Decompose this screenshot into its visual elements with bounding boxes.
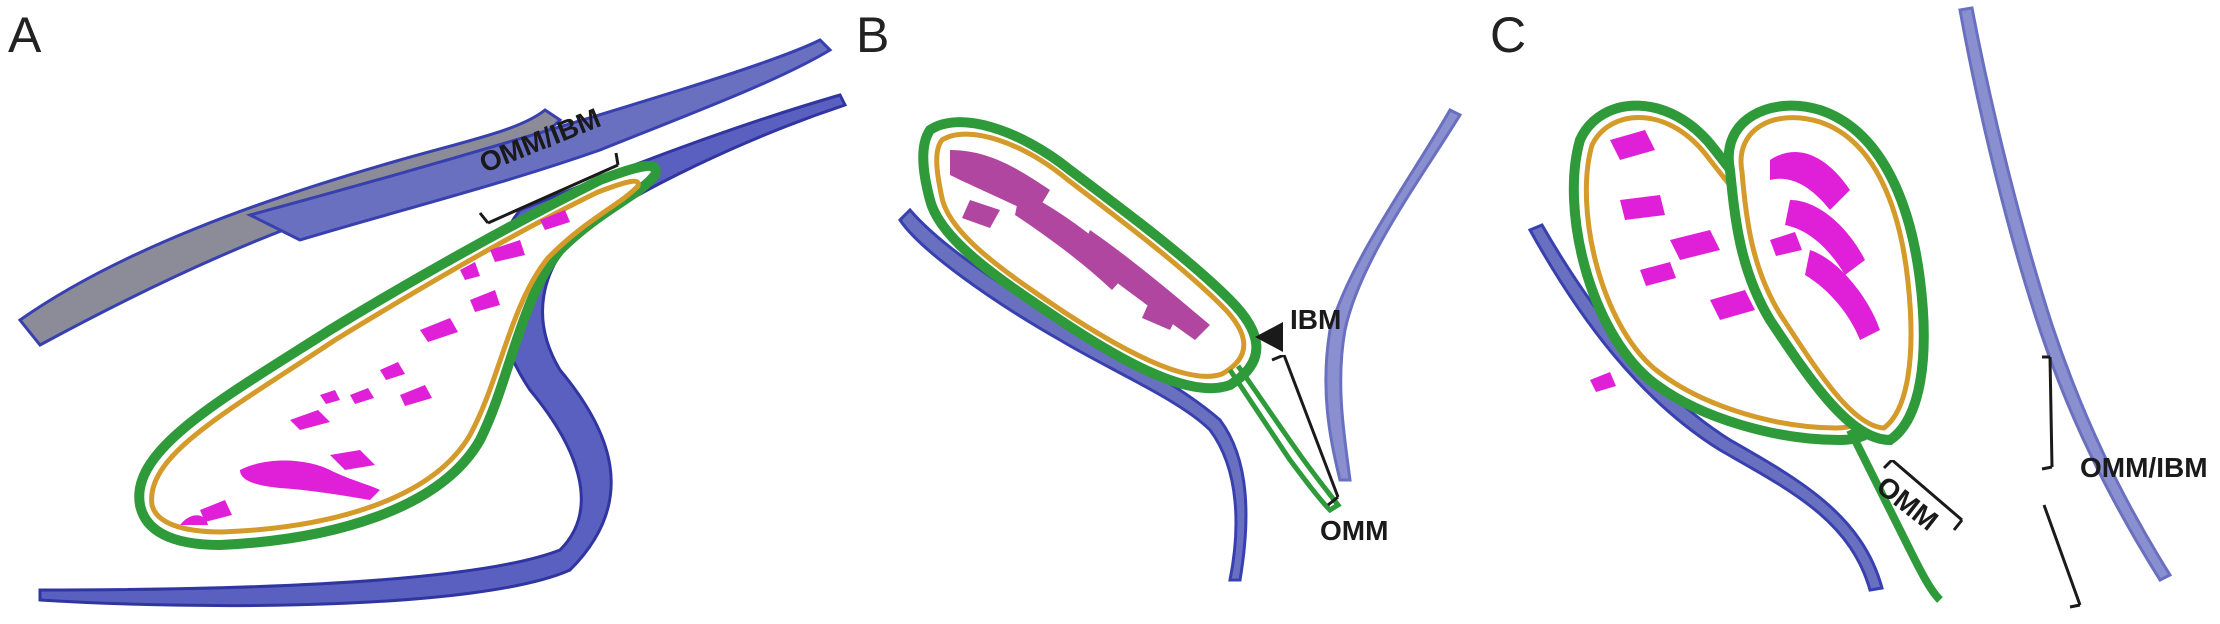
panel-a-figure <box>17 38 848 608</box>
label-ibm-b: IBM <box>1290 304 1342 335</box>
er-sheet-right-c <box>1958 6 2173 582</box>
label-omm-ibm-c: OMM/IBM <box>2080 452 2208 483</box>
cristae-a <box>180 210 570 525</box>
er-sheet-right-b <box>1324 108 1463 482</box>
bracket-omm-c <box>1882 460 1964 531</box>
bracket-omm-ibm-c <box>2041 355 2082 609</box>
bracket-omm-b <box>1271 355 1340 507</box>
panel-a: A OMM/IBM <box>0 0 850 624</box>
label-omm-b: OMM <box>1320 515 1389 546</box>
panel-letter-b: B <box>856 7 890 63</box>
panel-letter-c: C <box>1490 7 1527 63</box>
arrowhead-ibm <box>1255 322 1283 352</box>
er-sheet-upper-blue <box>245 38 833 242</box>
panel-c-figure <box>1527 6 2173 603</box>
cristae-b <box>950 150 1210 340</box>
panel-letter-a: A <box>8 7 42 63</box>
panel-c: C OMM OMM/IBM <box>1470 0 2220 624</box>
bracket-omm-ibm-a <box>478 152 620 225</box>
inner-membrane-a <box>149 178 641 535</box>
panel-b: B IBM OMM <box>850 0 1470 624</box>
cristae-c <box>1590 130 1880 392</box>
omm-tail-b <box>1227 364 1342 514</box>
er-sheet-right-blue <box>38 93 848 608</box>
panel-b-figure <box>898 108 1463 582</box>
omm-tail-c <box>1846 428 1943 603</box>
